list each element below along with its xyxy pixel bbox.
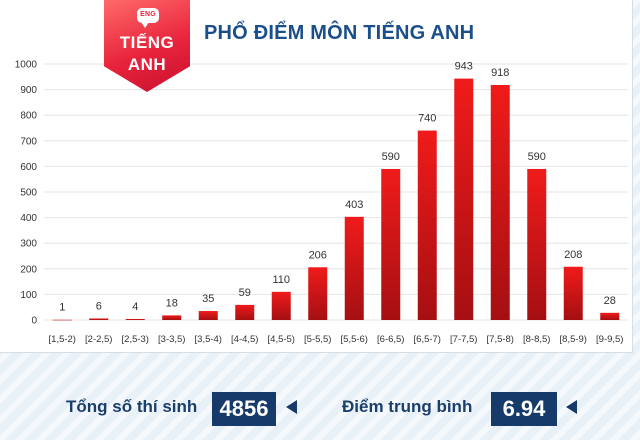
bar-value-label: 28 [604,295,616,307]
x-tick-label: [5,5-6) [341,334,368,345]
chart-title: PHỔ ĐIỂM MÔN TIẾNG ANH [204,22,475,44]
bar-value-label: 18 [166,297,178,309]
bar-8 [344,216,364,320]
total-candidates-value: 4856 [212,392,276,426]
bar-value-label: 943 [455,61,473,73]
y-tick-label: 900 [20,85,37,96]
x-tick-label: [1,5-2) [49,334,76,345]
bar-2 [125,318,145,320]
y-tick-label: 400 [20,213,37,224]
speech-bubble-icon: ENG [137,8,159,28]
bars [52,78,620,321]
bar-14 [563,266,583,320]
x-tick-label: [2-2,5) [85,334,112,345]
bar-12 [490,84,510,320]
x-tick-label: [2,5-3) [122,334,149,345]
bar-value-label: 740 [418,113,436,125]
bar-value-label: 206 [309,249,327,261]
x-tick-label: [6,5-7) [414,334,441,345]
y-tick-label: 100 [20,290,37,301]
bar-15 [600,312,620,320]
y-tick-label: 0 [31,316,37,327]
bar-value-label: 208 [564,249,582,261]
x-tick-label: [8-8,5) [523,334,550,345]
bar-4 [198,311,218,320]
y-axis-ticks: 0 100 200 300 400 500 600 700 800 900 1000 [15,60,38,327]
y-tick-label: 700 [20,136,37,147]
bar-value-label: 403 [345,199,363,211]
bar-5 [235,304,255,320]
bar-6 [271,291,291,320]
x-tick-label: [3,5-4) [195,334,222,345]
bar-11 [454,78,474,320]
y-tick-label: 300 [20,239,37,250]
x-tick-label: [3-3,5) [158,334,185,345]
y-tick-label: 1000 [15,60,38,71]
average-pointer-icon [566,400,577,414]
bar-value-label: 918 [491,67,509,79]
badge-icon-text: ENG [140,11,156,18]
bar-value-label: 590 [382,151,400,163]
bar-value-label: 6 [96,300,102,312]
x-tick-label: [5-5,5) [304,334,331,345]
bar-9 [381,168,401,320]
bar-3 [162,315,182,320]
bar-value-label: 590 [528,151,546,163]
y-tick-label: 500 [20,188,37,199]
y-tick-label: 800 [20,111,37,122]
badge-line-1: TIẾNG [119,33,175,52]
bar-10 [417,130,437,320]
score-distribution-chart: 0 100 200 300 400 500 600 700 800 900 1000 1 6 4 18 35… [15,60,628,345]
bar-value-label: 35 [202,293,214,305]
y-tick-label: 200 [20,264,37,275]
bar-value-labels: 1 6 4 18 35 59 110 206 403 590 740 943 918 590 208 28 [59,61,616,314]
x-tick-label: [4-4,5) [231,334,258,345]
x-tick-label: [4,5-5) [268,334,295,345]
x-tick-label: [7-7,5) [450,334,477,345]
badge-line-2: ANH [127,55,167,74]
total-candidates-label: Tổng số thí sinh [66,397,198,416]
bar-0 [52,319,72,321]
x-tick-label: [6-6,5) [377,334,404,345]
y-tick-label: 600 [20,162,37,173]
bar-1 [89,318,109,320]
total-pointer-icon [286,400,297,414]
bar-value-label: 1 [59,302,65,314]
x-tick-label: [8,5-9) [560,334,587,345]
bar-7 [308,267,328,320]
average-score-label: Điểm trung bình [342,397,473,416]
bar-value-label: 110 [272,274,290,286]
x-axis-ticks: [1,5-2) [2-2,5) [2,5-3) [3-3,5) [3,5-4) [4-4,… [49,334,624,345]
bar-13 [527,168,547,320]
bar-value-label: 4 [132,301,138,313]
average-score-value: 6.94 [491,392,557,426]
x-tick-label: [7,5-8) [487,334,514,345]
bar-value-label: 59 [239,287,251,299]
x-tick-label: [9-9,5) [596,334,623,345]
